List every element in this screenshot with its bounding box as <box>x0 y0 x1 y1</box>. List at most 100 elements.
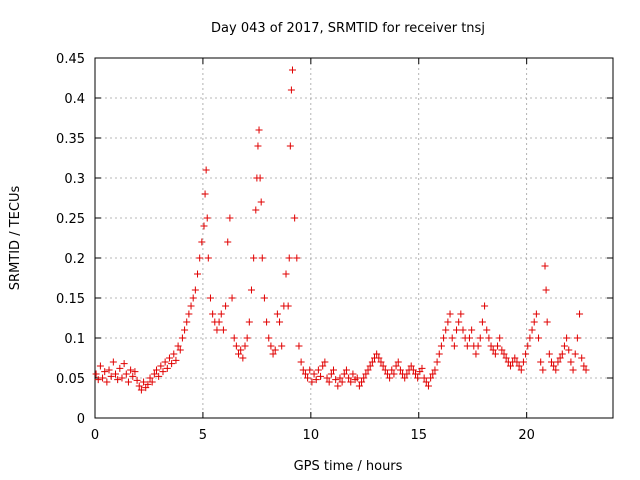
data-point <box>524 342 532 350</box>
data-point <box>347 378 355 386</box>
data-point <box>530 318 538 326</box>
plot-frame <box>94 57 614 419</box>
data-point <box>440 334 448 342</box>
y-tick-label: 0.25 <box>56 212 85 227</box>
data-point <box>563 334 571 342</box>
data-point <box>396 366 404 374</box>
data-point <box>144 380 152 388</box>
data-point <box>485 334 493 342</box>
data-point <box>213 326 221 334</box>
data-point <box>263 318 271 326</box>
data-point <box>265 334 273 342</box>
data-point <box>474 342 482 350</box>
data-point <box>127 366 135 374</box>
data-point <box>394 358 402 366</box>
data-point <box>444 318 452 326</box>
data-point <box>455 318 463 326</box>
data-point <box>112 370 120 378</box>
data-point <box>427 374 435 382</box>
x-tick-label: 20 <box>518 428 535 443</box>
data-point <box>308 378 316 386</box>
data-point <box>285 254 293 262</box>
data-point <box>578 354 586 362</box>
data-point <box>576 310 584 318</box>
data-point <box>552 366 560 374</box>
data-point <box>109 358 117 366</box>
data-point <box>254 142 262 150</box>
data-point <box>491 350 499 358</box>
data-point <box>319 362 327 370</box>
data-point <box>278 342 286 350</box>
data-point <box>539 366 547 374</box>
data-point <box>92 370 100 378</box>
y-tick-label: 0.15 <box>56 292 85 307</box>
data-point <box>323 374 331 382</box>
data-point <box>468 326 476 334</box>
data-point <box>392 362 400 370</box>
data-point <box>187 302 195 310</box>
data-point <box>401 374 409 382</box>
data-point <box>375 354 383 362</box>
data-point <box>217 310 225 318</box>
data-point <box>511 354 519 362</box>
data-point <box>153 366 161 374</box>
data-point <box>287 86 295 94</box>
data-point <box>528 326 536 334</box>
data-point <box>545 350 553 358</box>
data-point <box>569 366 577 374</box>
data-point <box>237 346 245 354</box>
data-point <box>487 342 495 350</box>
data-point <box>556 354 564 362</box>
y-tick-label: 0.1 <box>64 332 85 347</box>
data-point <box>155 372 163 380</box>
data-point <box>133 376 141 384</box>
data-point <box>103 378 111 386</box>
data-point <box>377 358 385 366</box>
data-point <box>532 310 540 318</box>
data-point <box>209 310 217 318</box>
data-point <box>535 334 543 342</box>
data-point <box>146 374 154 382</box>
data-point <box>276 318 284 326</box>
data-point <box>150 370 158 378</box>
data-point <box>506 362 514 370</box>
x-tick-label: 5 <box>199 428 207 443</box>
data-point <box>241 342 249 350</box>
data-point <box>360 374 368 382</box>
data-point <box>342 366 350 374</box>
data-point <box>522 350 530 358</box>
data-point <box>515 362 523 370</box>
data-point <box>114 376 122 384</box>
data-point <box>424 382 432 390</box>
data-point <box>295 342 303 350</box>
y-tick-label: 0.2 <box>64 252 85 267</box>
data-point <box>550 362 558 370</box>
data-point <box>215 318 223 326</box>
data-point <box>161 358 169 366</box>
data-point <box>301 370 309 378</box>
data-point <box>517 366 525 374</box>
data-point <box>293 254 301 262</box>
data-point <box>571 350 579 358</box>
data-point <box>170 350 178 358</box>
data-point <box>172 356 180 364</box>
data-point <box>288 66 296 74</box>
data-point <box>94 376 102 384</box>
data-point <box>513 358 521 366</box>
data-point <box>122 370 130 378</box>
data-point <box>226 214 234 222</box>
data-point <box>232 342 240 350</box>
data-point <box>107 372 115 380</box>
data-point <box>176 346 184 354</box>
data-point <box>414 374 422 382</box>
data-point <box>260 294 268 302</box>
data-point <box>353 374 361 382</box>
data-point <box>450 342 458 350</box>
data-point <box>304 374 312 382</box>
data-point <box>437 342 445 350</box>
data-point <box>336 374 344 382</box>
data-point <box>453 326 461 334</box>
data-point <box>554 358 562 366</box>
data-point <box>286 142 294 150</box>
